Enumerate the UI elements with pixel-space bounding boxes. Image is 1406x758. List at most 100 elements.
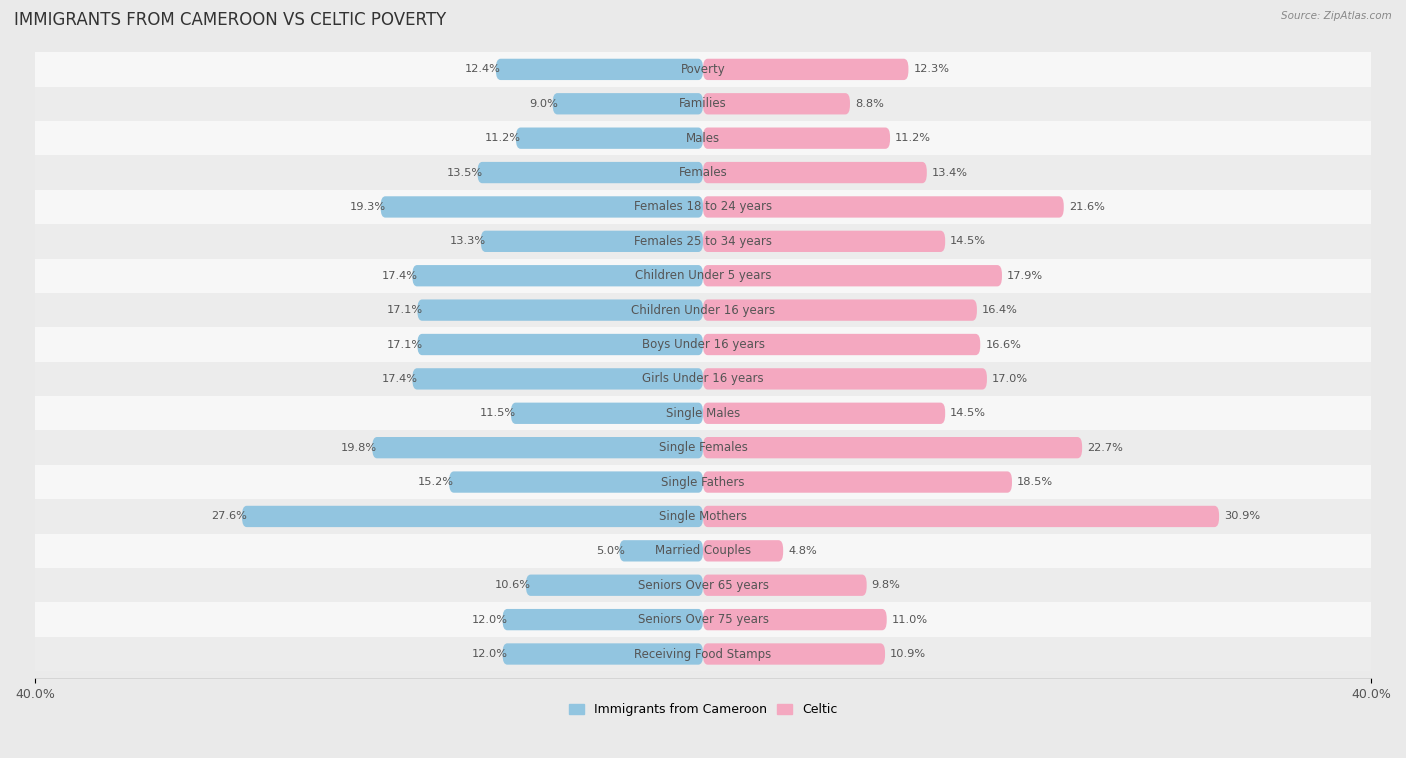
- Legend: Immigrants from Cameroon, Celtic: Immigrants from Cameroon, Celtic: [569, 703, 837, 716]
- Text: 17.4%: 17.4%: [381, 374, 418, 384]
- FancyBboxPatch shape: [526, 575, 703, 596]
- Text: 30.9%: 30.9%: [1225, 512, 1260, 522]
- Text: 15.2%: 15.2%: [418, 477, 454, 487]
- Text: 12.4%: 12.4%: [465, 64, 501, 74]
- Text: 13.3%: 13.3%: [450, 236, 486, 246]
- Text: 17.4%: 17.4%: [381, 271, 418, 280]
- Text: 11.2%: 11.2%: [485, 133, 522, 143]
- Text: Children Under 5 years: Children Under 5 years: [634, 269, 772, 282]
- FancyBboxPatch shape: [35, 637, 1371, 671]
- FancyBboxPatch shape: [412, 265, 703, 287]
- FancyBboxPatch shape: [516, 127, 703, 149]
- FancyBboxPatch shape: [502, 609, 703, 630]
- Text: IMMIGRANTS FROM CAMEROON VS CELTIC POVERTY: IMMIGRANTS FROM CAMEROON VS CELTIC POVER…: [14, 11, 446, 30]
- FancyBboxPatch shape: [35, 86, 1371, 121]
- FancyBboxPatch shape: [703, 196, 1064, 218]
- FancyBboxPatch shape: [703, 540, 783, 562]
- FancyBboxPatch shape: [478, 162, 703, 183]
- FancyBboxPatch shape: [35, 52, 1371, 86]
- Text: 18.5%: 18.5%: [1017, 477, 1053, 487]
- Text: 8.8%: 8.8%: [855, 99, 884, 109]
- FancyBboxPatch shape: [35, 224, 1371, 258]
- Text: 13.5%: 13.5%: [447, 168, 482, 177]
- Text: 12.0%: 12.0%: [471, 649, 508, 659]
- FancyBboxPatch shape: [35, 603, 1371, 637]
- Text: Single Females: Single Females: [658, 441, 748, 454]
- Text: Boys Under 16 years: Boys Under 16 years: [641, 338, 765, 351]
- FancyBboxPatch shape: [35, 465, 1371, 500]
- Text: 9.8%: 9.8%: [872, 580, 901, 590]
- FancyBboxPatch shape: [418, 334, 703, 356]
- FancyBboxPatch shape: [35, 293, 1371, 327]
- FancyBboxPatch shape: [510, 402, 703, 424]
- FancyBboxPatch shape: [35, 258, 1371, 293]
- Text: 21.6%: 21.6%: [1069, 202, 1105, 212]
- FancyBboxPatch shape: [703, 334, 980, 356]
- Text: 17.1%: 17.1%: [387, 305, 422, 315]
- Text: 11.2%: 11.2%: [896, 133, 931, 143]
- Text: Seniors Over 75 years: Seniors Over 75 years: [637, 613, 769, 626]
- FancyBboxPatch shape: [703, 506, 1219, 527]
- Text: Families: Families: [679, 97, 727, 110]
- Text: Poverty: Poverty: [681, 63, 725, 76]
- FancyBboxPatch shape: [703, 437, 1083, 459]
- Text: Children Under 16 years: Children Under 16 years: [631, 304, 775, 317]
- FancyBboxPatch shape: [35, 190, 1371, 224]
- Text: 17.0%: 17.0%: [993, 374, 1028, 384]
- FancyBboxPatch shape: [35, 534, 1371, 568]
- FancyBboxPatch shape: [553, 93, 703, 114]
- Text: 17.1%: 17.1%: [387, 340, 422, 349]
- FancyBboxPatch shape: [703, 127, 890, 149]
- Text: 16.4%: 16.4%: [981, 305, 1018, 315]
- FancyBboxPatch shape: [242, 506, 703, 527]
- FancyBboxPatch shape: [449, 471, 703, 493]
- FancyBboxPatch shape: [703, 644, 884, 665]
- Text: Married Couples: Married Couples: [655, 544, 751, 557]
- FancyBboxPatch shape: [481, 230, 703, 252]
- FancyBboxPatch shape: [620, 540, 703, 562]
- Text: 14.5%: 14.5%: [950, 409, 986, 418]
- Text: 11.0%: 11.0%: [891, 615, 928, 625]
- FancyBboxPatch shape: [703, 230, 945, 252]
- Text: Males: Males: [686, 132, 720, 145]
- Text: Source: ZipAtlas.com: Source: ZipAtlas.com: [1281, 11, 1392, 21]
- FancyBboxPatch shape: [35, 121, 1371, 155]
- FancyBboxPatch shape: [381, 196, 703, 218]
- Text: 27.6%: 27.6%: [211, 512, 247, 522]
- FancyBboxPatch shape: [703, 58, 908, 80]
- Text: 10.6%: 10.6%: [495, 580, 531, 590]
- FancyBboxPatch shape: [35, 362, 1371, 396]
- Text: 22.7%: 22.7%: [1087, 443, 1123, 453]
- FancyBboxPatch shape: [496, 58, 703, 80]
- Text: Receiving Food Stamps: Receiving Food Stamps: [634, 647, 772, 660]
- FancyBboxPatch shape: [35, 431, 1371, 465]
- FancyBboxPatch shape: [35, 568, 1371, 603]
- FancyBboxPatch shape: [703, 575, 866, 596]
- Text: Single Mothers: Single Mothers: [659, 510, 747, 523]
- FancyBboxPatch shape: [703, 471, 1012, 493]
- Text: 19.8%: 19.8%: [342, 443, 377, 453]
- FancyBboxPatch shape: [373, 437, 703, 459]
- Text: 16.6%: 16.6%: [986, 340, 1021, 349]
- FancyBboxPatch shape: [703, 162, 927, 183]
- FancyBboxPatch shape: [703, 609, 887, 630]
- Text: 19.3%: 19.3%: [350, 202, 385, 212]
- FancyBboxPatch shape: [703, 368, 987, 390]
- FancyBboxPatch shape: [703, 299, 977, 321]
- Text: Seniors Over 65 years: Seniors Over 65 years: [637, 578, 769, 592]
- Text: Females 25 to 34 years: Females 25 to 34 years: [634, 235, 772, 248]
- Text: 11.5%: 11.5%: [479, 409, 516, 418]
- FancyBboxPatch shape: [703, 265, 1002, 287]
- Text: Females 18 to 24 years: Females 18 to 24 years: [634, 200, 772, 214]
- Text: Single Males: Single Males: [666, 407, 740, 420]
- Text: 17.9%: 17.9%: [1007, 271, 1043, 280]
- Text: Single Fathers: Single Fathers: [661, 475, 745, 489]
- FancyBboxPatch shape: [703, 402, 945, 424]
- Text: 13.4%: 13.4%: [932, 168, 967, 177]
- FancyBboxPatch shape: [418, 299, 703, 321]
- Text: 10.9%: 10.9%: [890, 649, 927, 659]
- FancyBboxPatch shape: [35, 396, 1371, 431]
- Text: 12.0%: 12.0%: [471, 615, 508, 625]
- Text: 9.0%: 9.0%: [529, 99, 558, 109]
- FancyBboxPatch shape: [35, 327, 1371, 362]
